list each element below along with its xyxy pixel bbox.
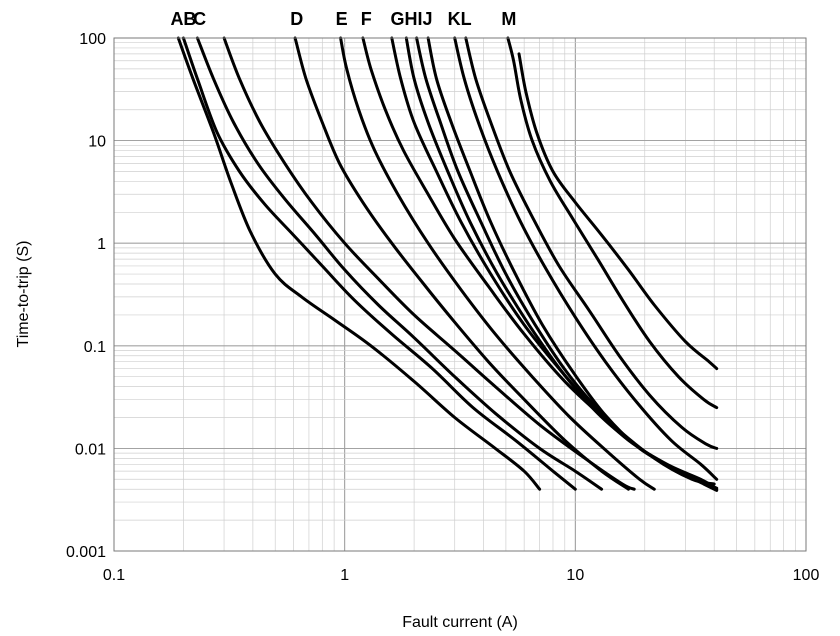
y-tick-label: 0.01	[75, 441, 106, 458]
curve-label: E	[336, 9, 348, 29]
trip-curve-5	[293, 36, 630, 491]
trip-curve-12	[453, 36, 719, 481]
curve-label: D	[290, 9, 303, 29]
x-tick-label: 10	[566, 567, 584, 584]
trip-curve-9	[404, 36, 719, 490]
curve-label: F	[361, 9, 372, 29]
trip-curve-3	[195, 36, 604, 491]
x-tick-label: 0.1	[103, 567, 125, 584]
y-tick-labels: 0.001 0.01 0.1 1 10 100	[66, 31, 106, 561]
grid-lines	[113, 37, 807, 552]
y-tick-label: 0.1	[84, 339, 106, 356]
curve-series	[176, 36, 719, 492]
trip-curve-13	[464, 36, 719, 450]
curve-label: GHIJ	[391, 9, 433, 29]
y-tick-label: 1	[97, 236, 106, 253]
plot-frame	[113, 37, 807, 552]
curve-labels: ABC D E F GHIJ KL M	[170, 9, 516, 29]
curve-label: AB	[170, 9, 196, 29]
trip-curve-15	[517, 52, 719, 371]
x-tick-labels: 0.1 1 10 100	[103, 567, 820, 584]
x-tick-label: 1	[340, 567, 349, 584]
y-tick-label: 0.001	[66, 544, 106, 561]
trip-curve-2	[181, 36, 577, 491]
trip-curve-6	[339, 36, 656, 491]
curve-label: M	[501, 9, 516, 29]
x-axis-title: Fault current (A)	[402, 614, 518, 631]
trip-curve-1	[176, 36, 542, 491]
curve-label: KL	[448, 9, 472, 29]
trip-curve-7	[361, 36, 716, 486]
trip-curve-14	[506, 36, 719, 410]
curve-label: C	[193, 9, 206, 29]
trip-curve-11	[426, 36, 719, 492]
y-tick-label: 10	[88, 134, 106, 151]
y-tick-label: 100	[79, 31, 106, 48]
x-tick-label: 100	[793, 567, 820, 584]
y-axis-title: Time-to-trip (S)	[15, 241, 32, 348]
